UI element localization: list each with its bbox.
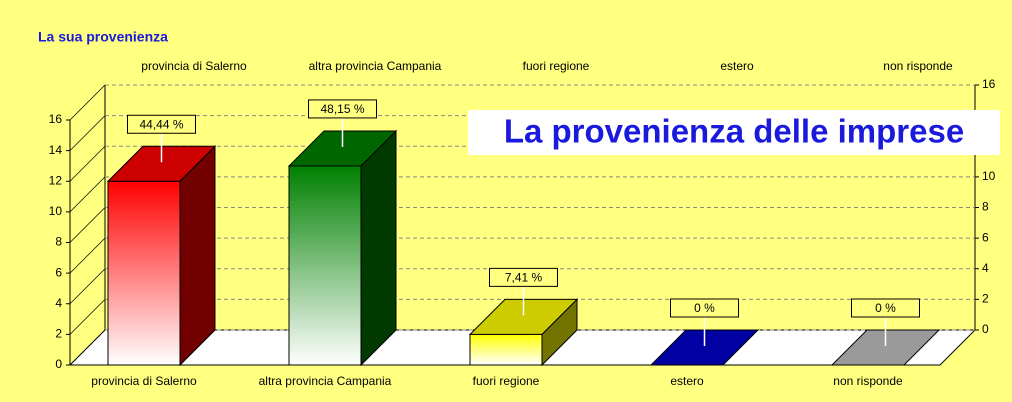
depth-line: [69, 268, 106, 304]
depth-line: [69, 207, 106, 243]
depth-line: [69, 237, 106, 274]
label-box: [851, 298, 920, 318]
bar: [469, 333, 543, 366]
data-label: 48,15 %: [320, 102, 364, 116]
depth-line: [69, 84, 106, 121]
label-box: [489, 267, 558, 287]
depth-line: [69, 329, 106, 366]
bar-top: [106, 145, 217, 182]
chart-title: La sua provenienza: [38, 29, 168, 45]
x-tick-label: provincia di Salerno: [91, 374, 197, 388]
x-top-label: fuori regione: [523, 59, 590, 73]
label-box: [127, 114, 196, 134]
y-tick-label: 8: [55, 235, 62, 249]
depth-line: [69, 146, 106, 182]
bar-side: [360, 129, 397, 367]
y-tick-label: 14: [49, 143, 63, 157]
y2-tick-label: 10: [982, 169, 996, 183]
bar: [288, 165, 362, 366]
x-top-label: estero: [720, 59, 754, 73]
y2-tick-label: 6: [982, 230, 989, 244]
y-tick-label: 10: [49, 204, 63, 218]
bar-side: [179, 145, 216, 367]
data-label: 0 %: [694, 301, 715, 315]
y2-tick-label: 0: [982, 322, 989, 336]
annotation-box: [468, 110, 1000, 155]
depth-line: [69, 299, 106, 335]
x-tick-label: non risponde: [833, 374, 903, 388]
data-label: 7,41 %: [505, 271, 543, 285]
x-tick-label: estero: [670, 374, 704, 388]
y-tick-label: 16: [49, 112, 63, 126]
depth-line: [69, 176, 106, 213]
y2-tick-label: 16: [982, 77, 996, 91]
bar: [107, 180, 181, 366]
data-label: 44,44 %: [139, 117, 183, 131]
x-top-label: altra provincia Campania: [309, 59, 442, 73]
bar-top: [830, 329, 941, 366]
bar-top: [287, 130, 398, 167]
y2-tick-label: 4: [982, 261, 989, 275]
bar-top: [468, 298, 579, 335]
y-tick-label: 6: [55, 265, 62, 279]
x-top-label: provincia di Salerno: [141, 59, 247, 73]
data-label: 0 %: [875, 301, 896, 315]
depth-line: [69, 115, 106, 151]
annotation: La provenienza delle imprese: [504, 113, 964, 150]
y2-tick-label: 8: [982, 200, 989, 214]
y-tick-label: 2: [55, 327, 62, 341]
x-tick-label: fuori regione: [473, 374, 540, 388]
bar-top: [649, 329, 760, 366]
x-top-label: non risponde: [883, 59, 953, 73]
y-tick-label: 4: [55, 296, 62, 310]
x-tick-label: altra provincia Campania: [259, 374, 392, 388]
y2-tick-label: 2: [982, 292, 989, 306]
label-box: [308, 99, 377, 119]
y-tick-label: 0: [55, 357, 62, 371]
label-box: [670, 298, 739, 318]
y-tick-label: 12: [49, 173, 63, 187]
